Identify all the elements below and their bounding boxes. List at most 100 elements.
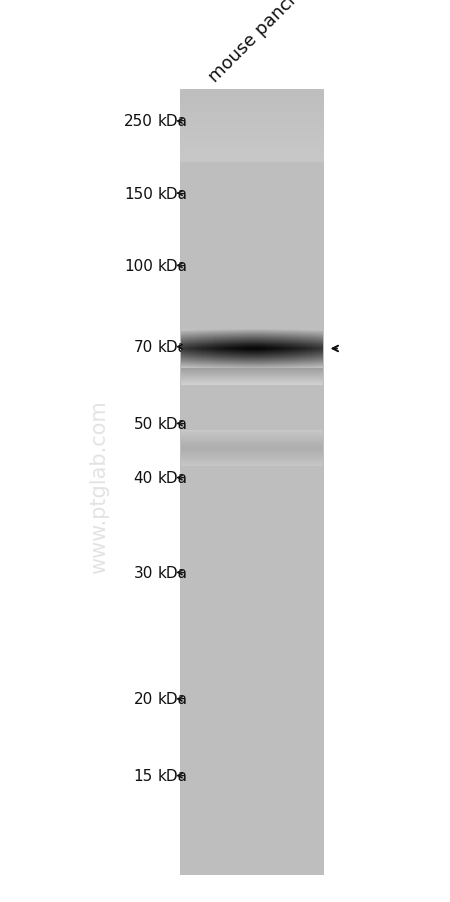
Bar [180, 151, 324, 152]
Bar [180, 103, 324, 105]
Bar [181, 439, 323, 440]
Bar [180, 124, 324, 126]
Bar [181, 457, 323, 458]
Bar [180, 148, 324, 150]
Bar [181, 464, 323, 465]
Bar [181, 433, 323, 434]
Text: 100: 100 [124, 259, 153, 273]
Bar [303, 329, 306, 369]
Bar [180, 129, 324, 131]
Bar [180, 122, 324, 124]
Bar [180, 132, 324, 133]
Bar [180, 146, 324, 148]
Bar [181, 443, 323, 444]
Bar [190, 329, 193, 369]
Bar [180, 100, 324, 102]
Text: 50: 50 [134, 417, 153, 431]
Bar [180, 114, 324, 115]
Bar [180, 99, 324, 100]
Text: kDa: kDa [158, 471, 188, 485]
Bar [181, 454, 323, 455]
Bar [269, 329, 272, 369]
Bar [181, 430, 323, 431]
Bar [181, 431, 323, 432]
Bar [180, 97, 324, 99]
Bar [195, 329, 198, 369]
Bar [181, 440, 323, 441]
Bar [180, 139, 324, 141]
Bar [181, 456, 323, 457]
Bar [180, 155, 324, 157]
Text: www.ptglab.com: www.ptglab.com [89, 400, 109, 574]
Bar [181, 452, 323, 453]
Bar [180, 90, 324, 875]
Bar [266, 329, 269, 369]
Bar [180, 138, 324, 139]
Bar [180, 102, 324, 103]
Text: kDa: kDa [158, 259, 188, 273]
Bar [258, 329, 261, 369]
Bar [180, 95, 324, 96]
Bar [181, 450, 323, 451]
Text: kDa: kDa [158, 566, 188, 580]
Bar [181, 461, 323, 462]
Bar [272, 329, 275, 369]
Bar [238, 329, 241, 369]
Bar [180, 141, 324, 143]
Bar [180, 158, 324, 160]
Bar [180, 109, 324, 110]
Bar [180, 105, 324, 106]
Bar [180, 93, 324, 95]
Bar [207, 329, 210, 369]
Bar [187, 329, 190, 369]
Bar [227, 329, 230, 369]
Bar [180, 157, 324, 158]
Text: kDa: kDa [158, 769, 188, 783]
Bar [275, 329, 278, 369]
Bar [281, 329, 284, 369]
Bar [218, 329, 221, 369]
Bar [284, 329, 286, 369]
Text: 20: 20 [134, 692, 153, 706]
Bar [181, 453, 323, 454]
Bar [212, 329, 216, 369]
Bar [180, 116, 324, 117]
Bar [315, 329, 317, 369]
Bar [180, 90, 324, 92]
Bar [180, 133, 324, 135]
Bar [295, 329, 297, 369]
Bar [181, 442, 323, 443]
Bar [180, 160, 324, 161]
Bar [180, 128, 324, 129]
Bar [320, 329, 323, 369]
Bar [181, 435, 323, 436]
Bar [181, 437, 323, 438]
Bar [247, 329, 249, 369]
Bar [181, 459, 323, 460]
Bar [180, 92, 324, 93]
Bar [181, 444, 323, 445]
Bar [309, 329, 312, 369]
Bar [312, 329, 315, 369]
Bar [180, 115, 324, 116]
Bar [181, 441, 323, 442]
Bar [221, 329, 224, 369]
Bar [181, 329, 184, 369]
Bar [181, 463, 323, 464]
Bar [297, 329, 301, 369]
Bar [181, 451, 323, 452]
Bar [278, 329, 281, 369]
Bar [180, 161, 324, 162]
Bar [181, 434, 323, 435]
Bar [235, 329, 238, 369]
Bar [252, 329, 255, 369]
Bar [230, 329, 232, 369]
Bar [180, 153, 324, 155]
Bar [306, 329, 309, 369]
Bar [216, 329, 218, 369]
Bar [317, 329, 320, 369]
Bar [180, 112, 324, 114]
Bar [286, 329, 289, 369]
Bar [180, 136, 324, 138]
Text: 150: 150 [124, 187, 153, 201]
